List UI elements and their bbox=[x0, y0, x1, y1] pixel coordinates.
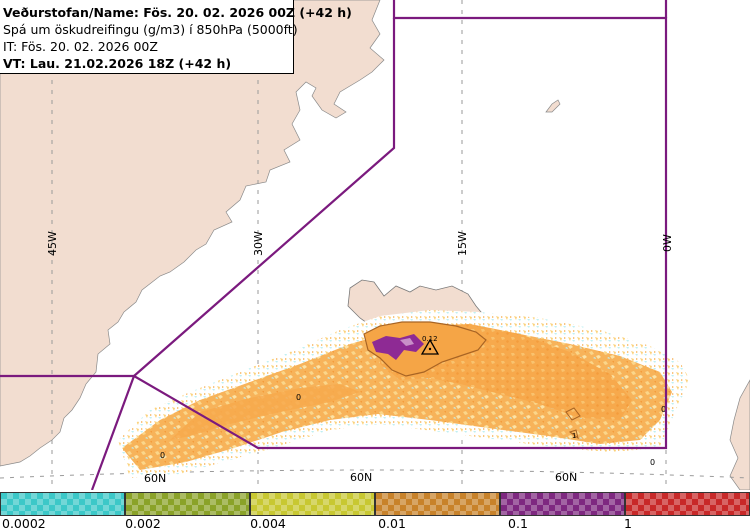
forecast-info-box: Veðurstofan/Name: Fös. 20. 02. 2026 00Z … bbox=[0, 0, 352, 74]
legend-swatch bbox=[500, 492, 625, 516]
legend-tick-label: 0.01 bbox=[378, 516, 406, 531]
legend-swatch bbox=[625, 492, 750, 516]
legend-swatch bbox=[0, 492, 125, 516]
latitude-label: 60N bbox=[350, 471, 372, 484]
longitude-label: 45W bbox=[46, 231, 59, 256]
legend-tick-label: 0.004 bbox=[250, 516, 286, 531]
legend-tick-label: 0.0002 bbox=[2, 516, 46, 531]
legend-ticks: 0.0002 0.002 0.004 0.01 0.1 1 bbox=[0, 516, 750, 532]
norway-coast bbox=[729, 379, 750, 490]
volcano-icon bbox=[420, 338, 440, 355]
contour-label: 0 bbox=[650, 458, 655, 467]
ash-forecast-map: 0.12 0 0 0 0 1 45W 30W 15W 0W 60N 60N 60… bbox=[0, 0, 750, 490]
ash-plume bbox=[118, 310, 690, 478]
volcano-label: 0.12 bbox=[422, 335, 438, 343]
longitude-label: 0W bbox=[661, 234, 674, 252]
legend-swatch bbox=[250, 492, 375, 516]
legend-tick-label: 0.002 bbox=[125, 516, 161, 531]
valid-time-line: VT: Lau. 21.02.2026 18Z (+42 h) bbox=[3, 56, 232, 71]
legend-tick-label: 0.1 bbox=[508, 516, 528, 531]
greenland-land bbox=[0, 0, 385, 467]
issuer-line: Veðurstofan/Name: Fös. 20. 02. 2026 00Z … bbox=[3, 5, 352, 20]
contour-label: 0 bbox=[296, 393, 301, 402]
jan-mayen-island bbox=[545, 99, 561, 113]
product-line: Spá um öskudreifingu (g/m3) í 850hPa (50… bbox=[3, 22, 298, 37]
contour-label: 1 bbox=[572, 432, 576, 440]
longitude-label: 30W bbox=[252, 231, 265, 256]
color-legend: 0.0002 0.002 0.004 0.01 0.1 1 bbox=[0, 490, 750, 532]
legend-tick-label: 1 bbox=[624, 516, 632, 531]
latitude-label: 60N bbox=[555, 471, 577, 484]
issue-time-line: IT: Fös. 20. 02. 2026 00Z bbox=[3, 39, 158, 54]
longitude-label: 15W bbox=[456, 231, 469, 256]
latitude-label: 60N bbox=[144, 472, 166, 485]
legend-swatch bbox=[375, 492, 500, 516]
contour-label: 0 bbox=[661, 405, 666, 414]
contour-label: 0 bbox=[160, 451, 165, 460]
airspace-boundary bbox=[0, 0, 668, 490]
legend-swatch bbox=[125, 492, 250, 516]
legend-swatches bbox=[0, 492, 750, 516]
